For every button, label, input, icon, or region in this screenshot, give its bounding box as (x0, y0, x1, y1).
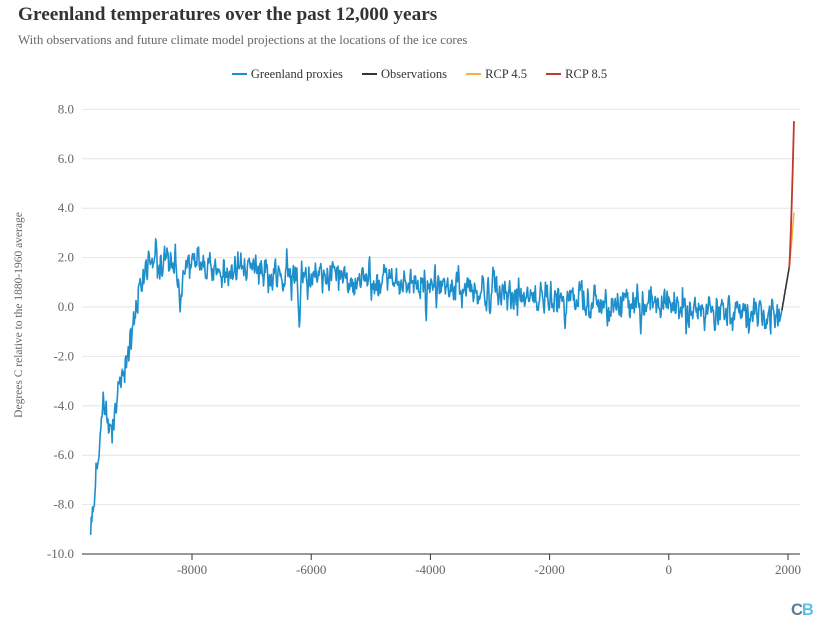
svg-text:-8.0: -8.0 (53, 497, 74, 512)
svg-text:6.0: 6.0 (58, 151, 74, 166)
svg-text:-4.0: -4.0 (53, 398, 74, 413)
svg-text:0: 0 (666, 562, 673, 577)
svg-text:-6.0: -6.0 (53, 447, 74, 462)
svg-text:2.0: 2.0 (58, 250, 74, 265)
svg-text:0.0: 0.0 (58, 299, 74, 314)
svg-text:-8000: -8000 (177, 562, 207, 577)
svg-text:-4000: -4000 (415, 562, 445, 577)
svg-text:-2.0: -2.0 (53, 348, 74, 363)
svg-text:-2000: -2000 (534, 562, 564, 577)
svg-text:8.0: 8.0 (58, 101, 74, 116)
svg-text:4.0: 4.0 (58, 200, 74, 215)
svg-text:-10.0: -10.0 (47, 546, 74, 561)
svg-text:-6000: -6000 (296, 562, 326, 577)
svg-text:2000: 2000 (775, 562, 801, 577)
svg-text:Degrees C relative to the 1880: Degrees C relative to the 1880-1960 aver… (13, 212, 25, 418)
